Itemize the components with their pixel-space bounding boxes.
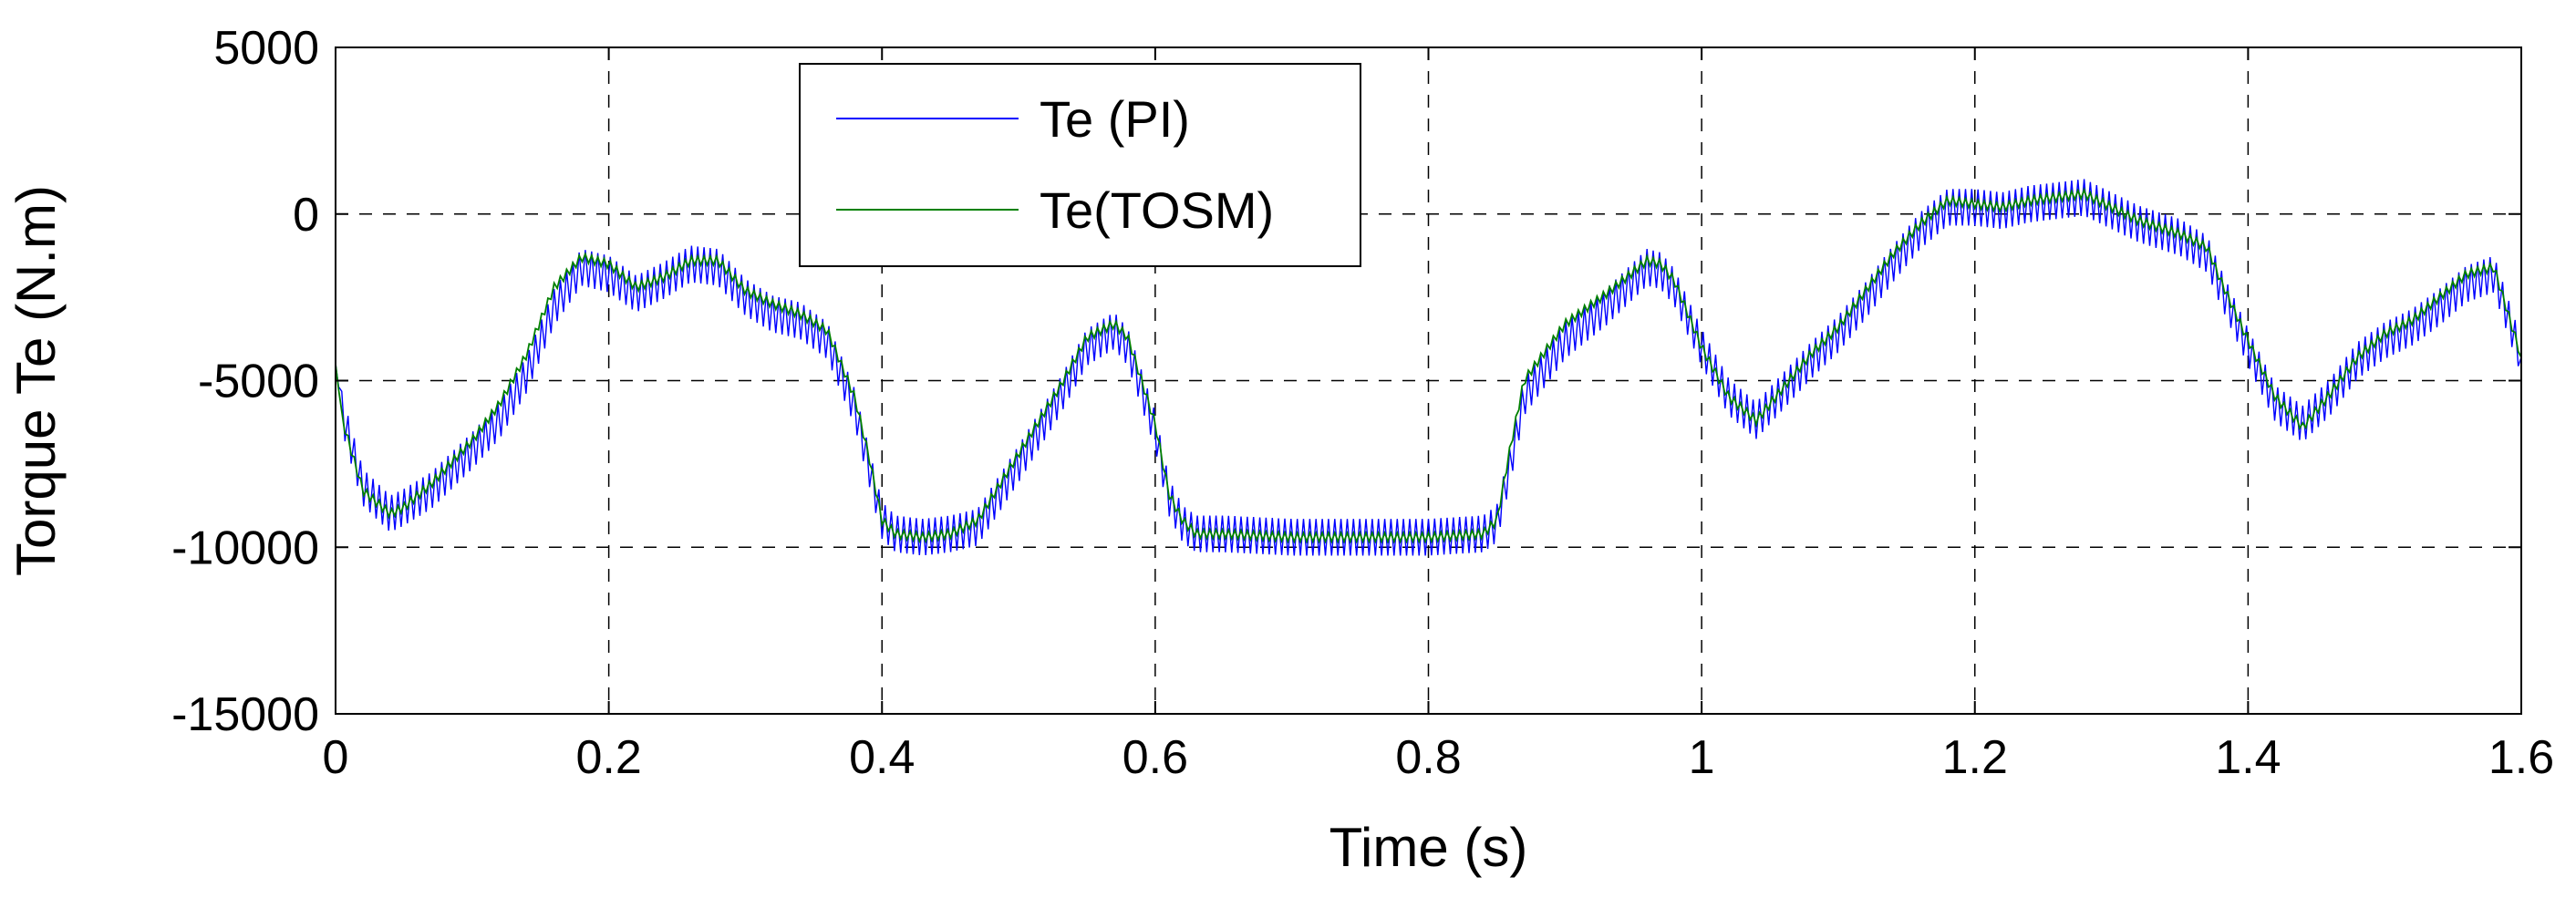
- x-axis-label: Time (s): [1329, 817, 1528, 878]
- x-tick-label-3: 0.6: [1122, 731, 1188, 784]
- x-tick-label-0: 0: [323, 731, 349, 784]
- y-tick-label-4: 5000: [213, 22, 319, 75]
- axis-ticks: 0 0.2 0.4 0.6 0.8 1 1.2 1.4 1.6 -15000 -10000 -5000…: [171, 22, 2554, 784]
- legend-label-te-tosm: Te(TOSM): [1040, 181, 1274, 239]
- x-tick-label-1: 0.2: [575, 731, 641, 784]
- x-tick-label-8: 1.6: [2488, 731, 2554, 784]
- series-line-te-tosm: [335, 187, 2522, 544]
- y-axis-label: Torque Te (N.m): [5, 185, 67, 576]
- legend-box: [799, 63, 1361, 267]
- legend: Te (PI) Te(TOSM): [799, 63, 1361, 267]
- y-tick-label-3: 0: [293, 189, 319, 242]
- x-tick-label-4: 0.8: [1395, 731, 1461, 784]
- y-tick-label-0: -15000: [171, 688, 319, 741]
- y-tick-label-2: -5000: [198, 356, 319, 408]
- x-tick-label-7: 1.4: [2215, 731, 2281, 784]
- y-tick-label-1: -10000: [171, 521, 319, 574]
- series-line-te-pi: [335, 179, 2522, 556]
- x-tick-label-6: 1.2: [1942, 731, 2008, 784]
- x-tick-label-5: 1: [1689, 731, 1715, 784]
- x-tick-label-2: 0.4: [849, 731, 915, 784]
- series-lines: [335, 179, 2522, 556]
- legend-label-te-pi: Te (PI): [1040, 90, 1190, 148]
